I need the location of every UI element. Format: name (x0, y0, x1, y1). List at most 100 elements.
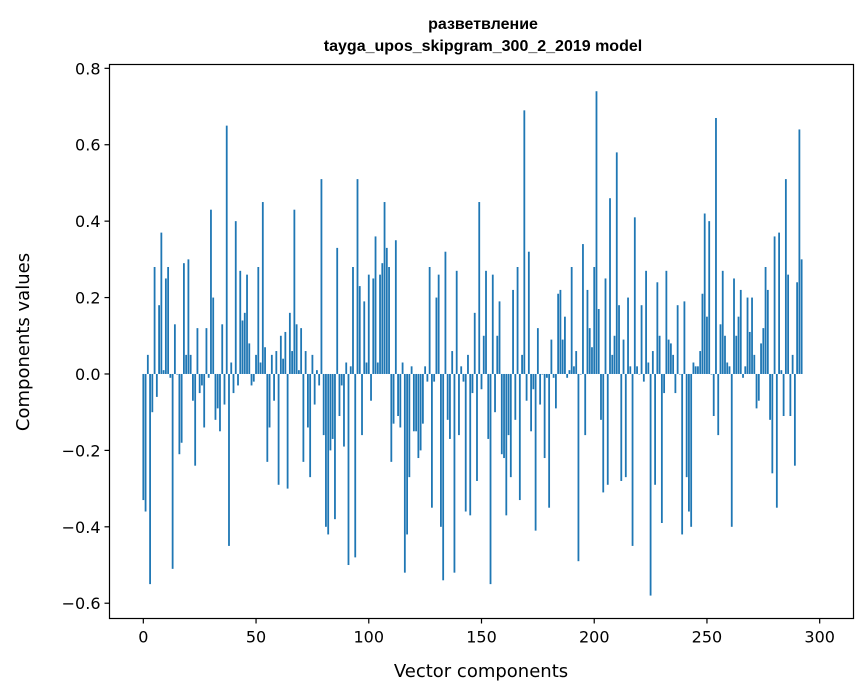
bar (340, 373, 343, 386)
bar (248, 343, 251, 374)
x-tick-label: 200 (579, 628, 610, 647)
bar (451, 351, 454, 374)
bar (164, 278, 167, 374)
bar (654, 373, 656, 485)
bar (437, 274, 440, 374)
bar (149, 373, 151, 585)
bar (478, 202, 481, 374)
bar (548, 373, 551, 508)
bar (557, 293, 560, 374)
bar (753, 354, 756, 374)
y-tick-label: −0.2 (62, 441, 101, 460)
bar (331, 373, 334, 439)
y-tick-label: −0.4 (62, 518, 101, 537)
bar (403, 373, 406, 573)
bar (710, 373, 713, 375)
chart-title: разветвление (428, 16, 538, 33)
bar (293, 209, 296, 374)
bar (205, 328, 208, 374)
bar (514, 373, 517, 420)
x-tick-label: 100 (353, 628, 384, 647)
bar (291, 351, 294, 374)
bar (527, 251, 530, 374)
bar (379, 274, 381, 374)
bar (642, 373, 645, 382)
bar (541, 373, 544, 375)
bar (286, 373, 289, 489)
bar (746, 297, 749, 374)
bar (223, 373, 226, 405)
bar (697, 366, 699, 374)
bar (638, 373, 641, 375)
bar (155, 373, 158, 397)
bar (543, 373, 546, 459)
bar (561, 339, 564, 374)
bar (748, 331, 751, 374)
bar (343, 373, 345, 447)
bar (793, 373, 796, 466)
bar (367, 274, 370, 374)
bar (232, 373, 235, 394)
bar (347, 373, 350, 566)
bar (674, 373, 677, 394)
bar (417, 373, 420, 459)
bar (602, 373, 605, 493)
bar (523, 110, 526, 374)
y-tick-label: 0.6 (75, 136, 100, 155)
bar (757, 373, 760, 401)
bar (284, 331, 287, 374)
bar (334, 373, 336, 520)
bar (252, 373, 255, 382)
bar (467, 354, 469, 374)
bar (146, 354, 149, 374)
bar (780, 370, 783, 374)
bar (604, 278, 607, 374)
bar (250, 373, 253, 386)
bar (320, 179, 323, 374)
bar (489, 373, 492, 585)
bar (257, 267, 260, 374)
bar (789, 373, 792, 417)
bar (665, 270, 668, 374)
bar (775, 373, 778, 508)
x-axis-label: Vector components (394, 661, 568, 682)
bar (762, 328, 765, 374)
bar (261, 202, 264, 374)
bar (279, 335, 282, 374)
bar (383, 202, 386, 374)
bar (476, 373, 478, 481)
bar (216, 373, 219, 409)
bar (633, 217, 636, 374)
bar (744, 366, 747, 374)
bar (363, 301, 366, 374)
bar (618, 305, 620, 374)
bar (390, 373, 393, 462)
bar (469, 373, 472, 516)
bar (575, 351, 578, 374)
bar (440, 373, 442, 527)
bar (313, 373, 316, 405)
plot-frame (108, 63, 855, 620)
bar (525, 373, 528, 401)
bar (651, 351, 654, 374)
bar (428, 267, 431, 374)
bar (421, 373, 424, 424)
x-tick-label: 150 (466, 628, 497, 647)
bar (482, 335, 485, 374)
bar (259, 362, 262, 374)
bar (739, 289, 742, 374)
bar (374, 236, 377, 374)
bar (304, 351, 307, 374)
bar (239, 270, 242, 374)
bar (273, 373, 275, 401)
bar (545, 373, 548, 378)
bar (615, 152, 618, 374)
y-tick-label: 0.2 (75, 289, 100, 308)
bar (721, 270, 724, 374)
bar (327, 373, 330, 535)
bar (640, 305, 643, 374)
bar (225, 125, 228, 374)
bar (500, 373, 503, 455)
bar (198, 373, 201, 394)
